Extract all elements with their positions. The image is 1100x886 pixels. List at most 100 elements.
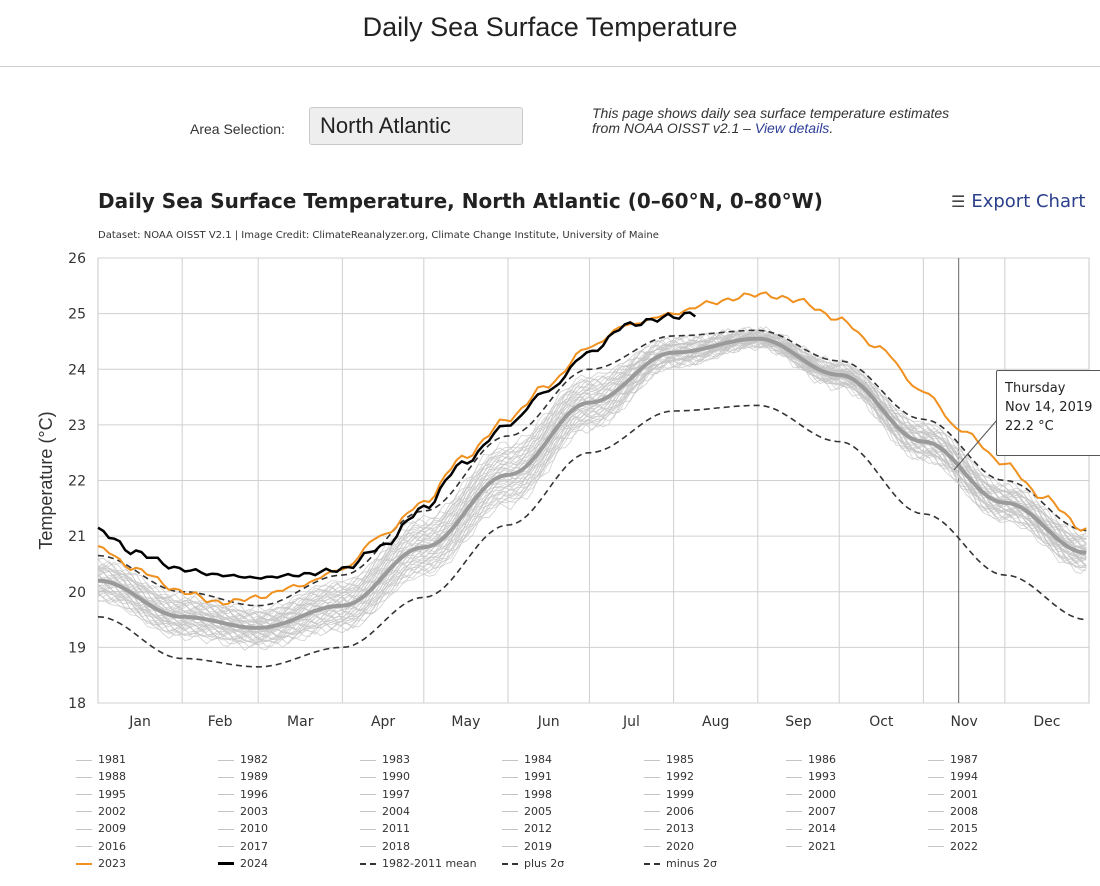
legend-label: 2000 — [808, 787, 836, 801]
legend-item-2002[interactable]: 2002 — [76, 805, 126, 818]
y-tick-label: 18 — [68, 696, 86, 712]
y-tick-label: 20 — [68, 585, 86, 601]
legend-item-2003[interactable]: 2003 — [218, 805, 268, 818]
legend-label: 1999 — [666, 787, 694, 801]
legend-swatch — [218, 794, 234, 796]
legend-item-1991[interactable]: 1991 — [502, 770, 552, 783]
chart-credit: Dataset: NOAA OISST V2.1 | Image Credit:… — [98, 230, 659, 241]
legend-swatch — [502, 811, 518, 813]
legend-item-1982-2011-mean[interactable]: 1982-2011 mean — [360, 857, 477, 870]
legend-swatch — [928, 846, 944, 847]
page-title: Daily Sea Surface Temperature — [362, 12, 738, 42]
legend-item-2009[interactable]: 2009 — [76, 822, 126, 835]
legend-item-1986[interactable]: 1986 — [786, 753, 836, 766]
legend-item-2001[interactable]: 2001 — [928, 788, 978, 801]
legend-item-1987[interactable]: 1987 — [928, 753, 978, 766]
legend-item-2010[interactable]: 2010 — [218, 822, 268, 835]
legend-swatch — [76, 794, 92, 796]
legend-item-2015[interactable]: 2015 — [928, 822, 978, 835]
export-chart-label: Export Chart — [971, 191, 1086, 212]
legend-item-2017[interactable]: 2017 — [218, 840, 268, 853]
legend-label: 2006 — [666, 804, 694, 818]
legend-item-plus-2-[interactable]: plus 2σ — [502, 857, 564, 870]
legend-item-2008[interactable]: 2008 — [928, 805, 978, 818]
legend-item-1983[interactable]: 1983 — [360, 753, 410, 766]
legend-swatch — [502, 759, 518, 761]
legend-item-1982[interactable]: 1982 — [218, 753, 268, 766]
info-description: This page shows daily sea surface temper… — [592, 105, 950, 136]
legend-item-1992[interactable]: 1992 — [644, 770, 694, 783]
legend-item-2006[interactable]: 2006 — [644, 805, 694, 818]
legend-item-2013[interactable]: 2013 — [644, 822, 694, 835]
legend-item-1996[interactable]: 1996 — [218, 788, 268, 801]
legend-item-2020[interactable]: 2020 — [644, 840, 694, 853]
legend-label: 1986 — [808, 753, 836, 766]
legend-item-1998[interactable]: 1998 — [502, 788, 552, 801]
legend-label: 2017 — [240, 839, 268, 853]
legend-item-2021[interactable]: 2021 — [786, 840, 836, 853]
year-line-2010 — [97, 329, 1087, 622]
legend-item-1994[interactable]: 1994 — [928, 770, 978, 783]
legend-item-2007[interactable]: 2007 — [786, 805, 836, 818]
legend-item-2024[interactable]: 2024 — [218, 857, 268, 870]
legend-item-1995[interactable]: 1995 — [76, 788, 126, 801]
legend-swatch — [76, 862, 92, 865]
legend-swatch — [218, 811, 234, 813]
legend-item-1997[interactable]: 1997 — [360, 788, 410, 801]
legend-label: 2018 — [382, 839, 410, 853]
legend-swatch — [644, 776, 660, 778]
legend-item-2019[interactable]: 2019 — [502, 840, 552, 853]
y-tick-label: 23 — [68, 418, 86, 434]
tooltip-date: Nov 14, 2019 — [1005, 400, 1093, 415]
legend-item-1988[interactable]: 1988 — [76, 770, 126, 783]
legend-label: 2010 — [240, 822, 268, 836]
year-line-1984 — [97, 345, 1087, 649]
legend-swatch — [76, 811, 92, 813]
legend-item-1999[interactable]: 1999 — [644, 788, 694, 801]
view-details-link[interactable]: View details — [754, 120, 830, 136]
legend-swatch — [502, 862, 518, 865]
year-line-2020 — [97, 332, 1087, 621]
legend-swatch — [644, 862, 660, 865]
legend-item-1990[interactable]: 1990 — [360, 770, 410, 783]
legend-item-minus-2-[interactable]: minus 2σ — [644, 857, 717, 870]
y-axis-label: Temperature (°C) — [36, 411, 56, 549]
mean-line — [97, 336, 1087, 630]
legend-item-2011[interactable]: 2011 — [360, 822, 410, 835]
legend-label: 2019 — [524, 839, 552, 853]
legend-swatch — [786, 846, 802, 847]
legend-item-2000[interactable]: 2000 — [786, 788, 836, 801]
export-chart-button[interactable]: ☰ Export Chart — [951, 191, 1085, 212]
legend-item-1985[interactable]: 1985 — [644, 753, 694, 766]
legend-item-2016[interactable]: 2016 — [76, 840, 126, 853]
year-line-1981 — [97, 344, 1087, 651]
legend-label: 2023 — [98, 856, 126, 870]
legend-label: 1981 — [98, 753, 126, 766]
legend-label: 2012 — [524, 822, 552, 836]
legend-swatch — [218, 759, 234, 761]
legend-label: 2011 — [382, 822, 410, 836]
legend-swatch — [928, 759, 944, 761]
legend-item-2014[interactable]: 2014 — [786, 822, 836, 835]
x-tick-label: Nov — [950, 714, 977, 730]
series-2023-line — [97, 291, 1087, 606]
legend-item-2018[interactable]: 2018 — [360, 840, 410, 853]
legend-label: 1988 — [98, 770, 126, 784]
legend-item-1984[interactable]: 1984 — [502, 753, 552, 766]
year-line-2015 — [97, 331, 1087, 623]
legend-label: 2021 — [808, 839, 836, 853]
legend-item-1981[interactable]: 1981 — [76, 753, 126, 766]
legend-item-1993[interactable]: 1993 — [786, 770, 836, 783]
chart-tooltip: Thursday Nov 14, 2019 22.2 °C — [996, 370, 1100, 456]
legend-item-2005[interactable]: 2005 — [502, 805, 552, 818]
legend-item-2004[interactable]: 2004 — [360, 805, 410, 818]
legend-item-2022[interactable]: 2022 — [928, 840, 978, 853]
legend-item-1989[interactable]: 1989 — [218, 770, 268, 783]
legend-item-2012[interactable]: 2012 — [502, 822, 552, 835]
year-line-2022 — [97, 325, 1087, 613]
legend-item-2023[interactable]: 2023 — [76, 857, 126, 870]
legend-swatch — [502, 794, 518, 796]
header-divider — [0, 66, 1100, 67]
area-select[interactable]: North Atlantic — [309, 107, 523, 145]
